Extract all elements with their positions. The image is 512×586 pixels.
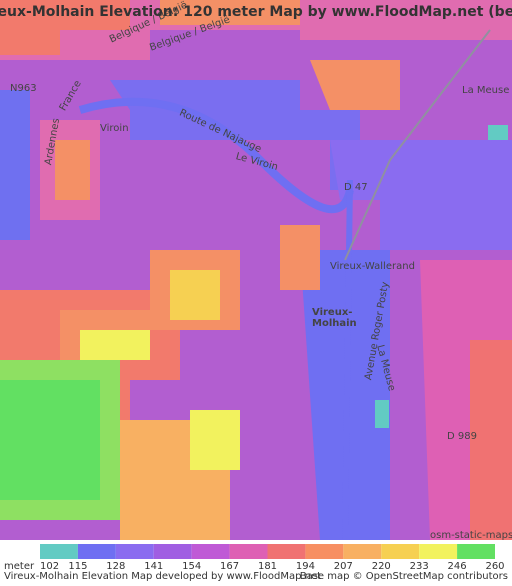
legend-tick-label: 102	[40, 561, 59, 572]
map-label: N963	[10, 83, 37, 94]
legend-tick-label: 128	[106, 561, 125, 572]
footer-right: Base map © OpenStreetMap contributors	[300, 571, 508, 582]
map-label: Viroin	[100, 123, 129, 134]
legend-swatch	[343, 544, 382, 559]
tile-credit: osm-static-maps	[430, 530, 512, 541]
legend-tick-label: 154	[182, 561, 201, 572]
legend-tick-label: 207	[334, 561, 353, 572]
legend-swatch	[40, 544, 78, 559]
legend-swatch	[229, 544, 268, 559]
legend-tick-label: 115	[68, 561, 87, 572]
map-label: D 47	[344, 182, 368, 193]
legend-unit: meter	[4, 561, 35, 572]
legend-tick-label: 194	[296, 561, 315, 572]
legend-tick-label: 260	[485, 561, 504, 572]
legend-swatch	[267, 544, 306, 559]
legend: meter 102 115 128 141 154 167 181 194 207 220 233 24…	[4, 544, 505, 572]
legend-tick-label: 246	[448, 561, 467, 572]
legend-swatch	[191, 544, 230, 559]
legend-swatch	[77, 544, 116, 559]
legend-tick-label: 167	[220, 561, 239, 572]
map-title: Vireux-Molhain Elevation: 120 meter Map …	[0, 4, 512, 20]
map-label: Vireux-Molhain	[312, 307, 357, 329]
legend-tick-label: 141	[144, 561, 163, 572]
legend-swatch	[419, 544, 458, 559]
map-label: La Meuse	[462, 85, 509, 96]
legend-tick-label: 233	[410, 561, 429, 572]
legend-swatch	[153, 544, 192, 559]
legend-swatch	[115, 544, 154, 559]
legend-swatch	[305, 544, 344, 559]
footer-left: Vireux-Molhain Elevation Map developed b…	[4, 571, 321, 582]
legend-tick-label: 220	[372, 561, 391, 572]
map-label: Vireux-Wallerand	[330, 261, 415, 272]
map-label: D 989	[447, 431, 477, 442]
legend-swatch	[381, 544, 420, 559]
elevation-map: Belgique / België Belgique / België N963…	[0, 0, 512, 541]
legend-tick-label: 181	[258, 561, 277, 572]
legend-swatch	[457, 544, 495, 559]
